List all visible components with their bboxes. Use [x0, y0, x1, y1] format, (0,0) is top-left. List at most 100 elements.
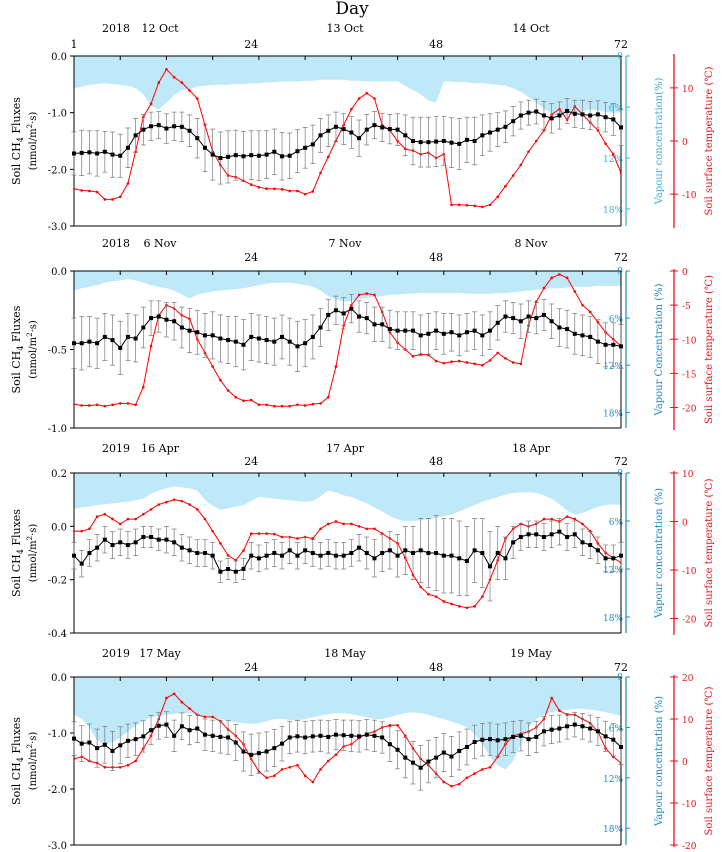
temperature-point	[265, 403, 268, 407]
flux-point	[218, 734, 223, 739]
flux-point	[395, 127, 400, 132]
temperature-point	[195, 97, 199, 100]
temperature-point	[319, 768, 322, 771]
temperature-point	[311, 190, 315, 193]
flux-point	[256, 153, 261, 158]
temperature-point	[180, 81, 184, 84]
flux-point	[580, 540, 585, 545]
flux-point	[226, 567, 231, 571]
flux-point	[310, 734, 315, 739]
flux-point	[341, 733, 346, 738]
temp-axis-title: Soil surface temperature (℃)	[704, 478, 715, 627]
temperature-point	[611, 152, 615, 156]
flux-point	[95, 151, 100, 156]
left-axis-unit: (nmol/m2·s)	[26, 112, 39, 171]
flux-point	[318, 553, 323, 558]
flux-point	[164, 537, 169, 542]
flux-point	[233, 569, 238, 574]
flux-point	[264, 749, 269, 754]
flux-point	[595, 112, 600, 117]
flux-point	[195, 330, 200, 335]
vapour-axis-title: Vapour concentration (%)	[654, 696, 665, 827]
temperature-point	[542, 286, 546, 290]
figure-title: Day	[335, 0, 369, 19]
temperature-point	[188, 89, 191, 92]
temperature-point	[365, 91, 369, 95]
vapour-axis-title: Vapour Concentration (%)	[654, 283, 665, 416]
temperature-point	[273, 774, 276, 777]
flux-point	[249, 752, 254, 757]
flux-point	[272, 551, 277, 555]
flux-point	[179, 124, 184, 129]
temperature-point	[142, 385, 145, 389]
vapour-tick-label: 0	[617, 469, 623, 479]
temperature-point	[357, 525, 361, 528]
temperature-point	[519, 362, 523, 366]
flux-point	[141, 325, 146, 330]
flux-point	[449, 140, 454, 145]
flux-point	[426, 759, 431, 764]
temperature-point	[427, 592, 430, 596]
temperature-point	[558, 709, 561, 712]
left-tick-label: 0.2	[51, 469, 67, 480]
flux-point	[202, 551, 207, 555]
flux-point	[79, 561, 84, 566]
temperature-point	[149, 508, 153, 511]
flux-point	[179, 545, 184, 550]
flux-point	[595, 548, 600, 553]
temperature-point	[111, 517, 114, 521]
temperature-point	[195, 508, 199, 511]
left-axis-title: Soil CH4 Fluxes	[10, 509, 25, 597]
temp-tick-label: 10	[682, 85, 694, 95]
temperature-point	[172, 75, 176, 79]
flux-point	[488, 564, 493, 569]
temperature-point	[442, 361, 446, 365]
temperature-point	[249, 532, 253, 535]
vapour-tick-label: 6%	[609, 104, 624, 114]
year-label: 2019	[102, 647, 130, 660]
flux-point	[372, 322, 377, 327]
flux-point	[565, 108, 570, 113]
temperature-point	[396, 724, 399, 727]
left-tick-label: -2.0	[48, 785, 67, 796]
date-label: 17 Apr	[326, 442, 364, 455]
flux-point	[410, 551, 415, 555]
flux-point	[295, 734, 300, 739]
temperature-point	[88, 189, 91, 193]
temperature-point	[550, 276, 553, 280]
flux-point	[226, 338, 231, 343]
flux-point	[403, 328, 408, 333]
flux-point	[79, 150, 84, 155]
flux-point	[102, 537, 107, 542]
flux-point	[603, 342, 608, 347]
flux-point	[303, 735, 308, 740]
flux-point	[526, 532, 531, 537]
flux-point	[495, 551, 500, 555]
flux-point	[619, 344, 623, 349]
temperature-point	[311, 537, 315, 540]
temperature-point	[496, 195, 500, 199]
temperature-point	[219, 542, 222, 545]
flux-point	[472, 739, 477, 744]
vapour-tick-label: 6%	[609, 518, 624, 528]
left-tick-label: -0.2	[48, 576, 67, 587]
temperature-point	[550, 696, 553, 700]
flux-point	[464, 745, 469, 749]
flux-point	[511, 316, 516, 321]
flux-point	[488, 328, 493, 333]
flux-point	[480, 133, 485, 138]
temperature-point	[311, 780, 315, 784]
temperature-point	[588, 310, 592, 314]
flux-point	[233, 339, 238, 344]
temp-tick-label: -10	[682, 191, 697, 201]
flux-point	[472, 139, 477, 143]
flux-point	[210, 333, 215, 338]
vapour-tick-label: 18%	[603, 409, 623, 419]
flux-point	[195, 726, 200, 731]
flux-point	[164, 126, 169, 131]
temperature-point	[242, 399, 245, 402]
left-axis-title: Soil CH4 Fluxes	[10, 717, 25, 805]
flux-point	[72, 553, 76, 558]
flux-point	[472, 548, 477, 553]
temperature-point	[226, 554, 230, 557]
